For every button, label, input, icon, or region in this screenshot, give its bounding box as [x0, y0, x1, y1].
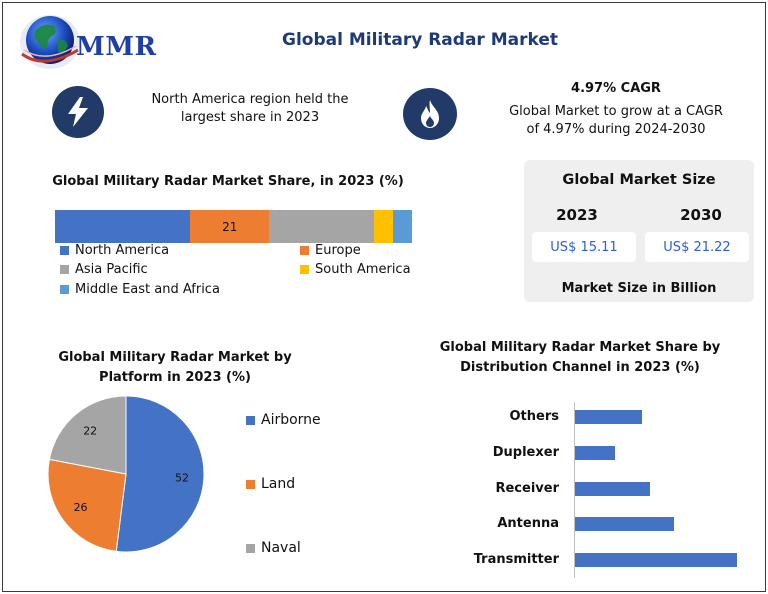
platform-title-line-2: Platform in 2023 (%): [99, 370, 251, 385]
channel-title-line-2: Distribution Channel in 2023 (%): [460, 360, 700, 375]
bar-label-others: Others: [509, 409, 560, 424]
flame-icon: [403, 88, 457, 140]
bar-label-receiver: Receiver: [495, 481, 559, 496]
bar-label-transmitter: Transmitter: [473, 552, 559, 567]
bar-label-antenna: Antenna: [497, 516, 559, 531]
legend-swatch: [300, 265, 309, 274]
legend-swatch: [60, 246, 69, 255]
platform-title-line-1: Global Military Radar Market by: [58, 350, 292, 365]
cagr-description: Global Market to grow at a CAGR of 4.97%…: [492, 103, 740, 139]
pie-label-land: 26: [74, 501, 88, 514]
legend-item-europe: Europe: [300, 243, 361, 258]
legend-label: South America: [315, 262, 411, 277]
pie-legend-airborne: Airborne: [246, 412, 321, 428]
value-2023: US$ 15.11: [532, 232, 636, 262]
legend-swatch: [60, 265, 69, 274]
legend-label: Naval: [261, 540, 301, 556]
legend-label: Airborne: [261, 412, 321, 428]
pie-slice-airborne: [115, 395, 205, 553]
legend-label: North America: [75, 243, 170, 258]
year-2023: 2023: [556, 206, 598, 224]
bar-others: [575, 410, 643, 424]
value-2030: US$ 21.22: [645, 232, 749, 262]
legend-item-asia-pacific: Asia Pacific: [60, 262, 148, 277]
channel-title-line-1: Global Military Radar Market Share by: [439, 340, 721, 355]
legend-swatch: [246, 415, 255, 425]
channel-chart-title: Global Military Radar Market Share by Di…: [430, 338, 730, 378]
channel-axis-line: [574, 402, 575, 578]
pie-label-airborne: 52: [175, 472, 189, 485]
globe-icon: [20, 15, 80, 69]
mmr-logo: MMR: [14, 10, 174, 72]
year-2030: 2030: [680, 206, 722, 224]
legend-label: Europe: [315, 243, 361, 258]
pie-label-naval: 22: [83, 425, 97, 438]
stack-segment-north-america: [55, 210, 191, 243]
platform-pie-chart: 52 26 22: [47, 395, 205, 553]
pie-legend-naval: Naval: [246, 540, 301, 556]
legend-swatch: [300, 246, 309, 255]
bar-duplexer: [575, 446, 615, 460]
legend-swatch: [246, 543, 255, 553]
legend-label: Middle East and Africa: [75, 282, 220, 297]
legend-swatch: [60, 285, 69, 294]
bar-transmitter: [575, 553, 737, 567]
bar-antenna: [575, 517, 674, 531]
regional-stacked-bar: 21: [55, 210, 412, 243]
market-size-card: Global Market Size 2023 2030 US$ 15.11 U…: [524, 160, 754, 302]
stack-segment-middle-east-and-africa: [393, 210, 412, 243]
page-title: Global Military Radar Market: [281, 30, 558, 50]
legend-swatch: [246, 479, 255, 489]
bar-receiver: [575, 482, 651, 496]
cagr-title: 4.97% CAGR: [571, 81, 661, 96]
legend-label: Asia Pacific: [75, 262, 148, 277]
regional-share-title: Global Military Radar Market Share, in 2…: [52, 174, 404, 189]
cagr-line-2: of 4.97% during 2024-2030: [526, 122, 706, 137]
platform-chart-title: Global Military Radar Market by Platform…: [40, 348, 310, 388]
pie-legend-land: Land: [246, 476, 295, 492]
logo-text: MMR: [76, 32, 157, 62]
market-size-footer: Market Size in Billion: [561, 281, 717, 296]
legend-item-south-america: South America: [300, 262, 411, 277]
legend-item-middle-east-and-africa: Middle East and Africa: [60, 282, 220, 297]
pie-slice-land: [47, 458, 127, 552]
region-share-text: North America region held the largest sh…: [130, 91, 370, 127]
stack-segment-south-america: [374, 210, 394, 243]
bar-label-duplexer: Duplexer: [492, 445, 559, 460]
cagr-line-1: Global Market to grow at a CAGR: [509, 104, 723, 119]
pie-slice-naval: [48, 395, 127, 475]
region-share-line-2: largest share in 2023: [180, 110, 320, 125]
stack-segment-asia-pacific: [269, 210, 375, 243]
market-size-title: Global Market Size: [562, 172, 716, 188]
legend-label: Land: [261, 476, 296, 492]
stack-segment-europe: 21: [190, 210, 270, 243]
lightning-bolt-icon: [52, 86, 104, 138]
region-share-line-1: North America region held the: [151, 92, 349, 107]
legend-item-north-america: North America: [60, 243, 169, 258]
